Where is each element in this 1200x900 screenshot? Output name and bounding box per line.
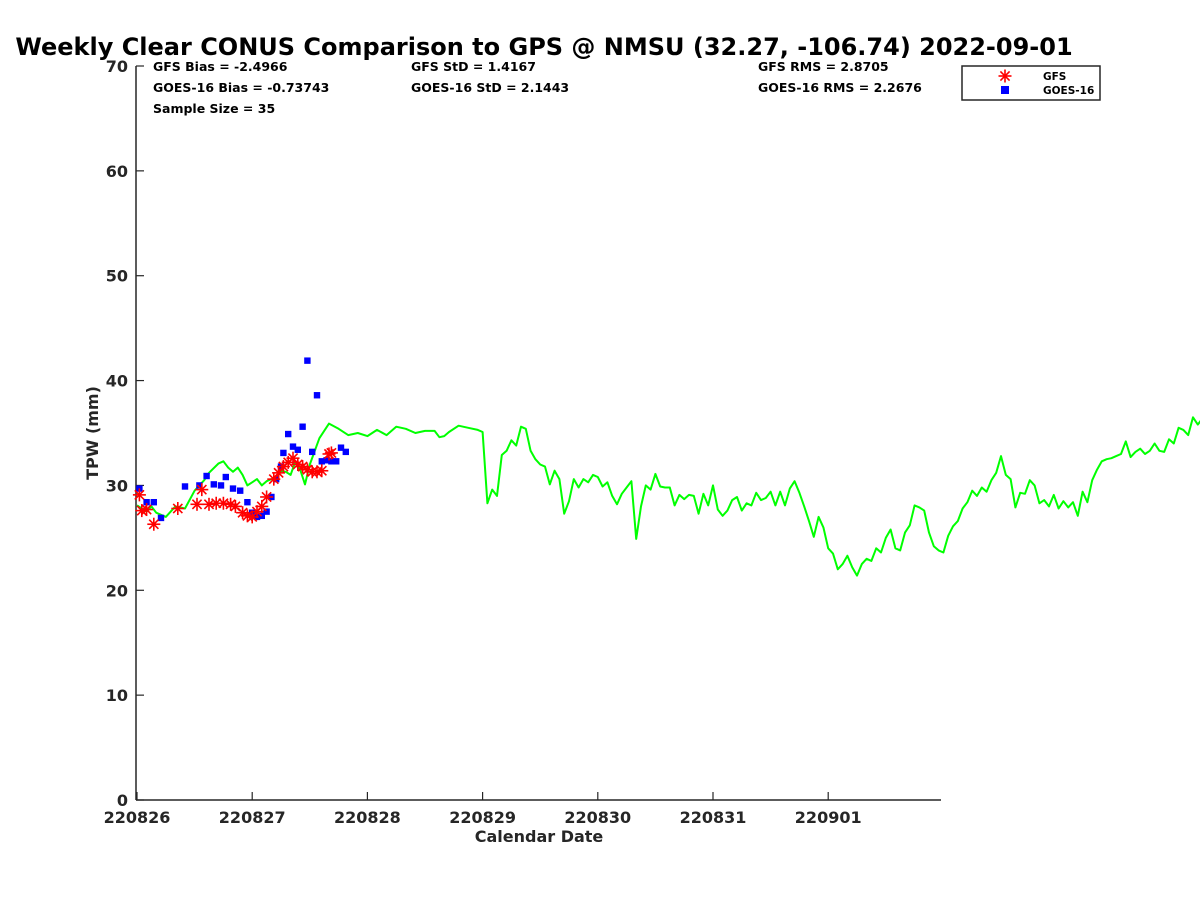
gfs-point (147, 517, 161, 531)
marker-stroke (172, 503, 183, 514)
goes16-point (342, 448, 349, 456)
marker-stroke (256, 501, 267, 512)
x-axis-label: Calendar Date (475, 827, 604, 846)
marker-stroke (225, 499, 236, 510)
marker-stroke (326, 447, 337, 459)
legend-label: GFS (1043, 71, 1066, 83)
x-tick-label: 220830 (564, 808, 631, 827)
gfs-point (324, 446, 338, 460)
x-tick-label: 220826 (104, 808, 171, 827)
goes16-point (157, 514, 165, 522)
goes16-point (323, 457, 330, 464)
goes16-point (143, 499, 150, 506)
legend-label: GOES-16 (1043, 85, 1094, 97)
goes16-point (229, 485, 237, 492)
marker-stroke (297, 461, 308, 472)
stat-text: GOES-16 StD = 2.1443 (411, 80, 569, 95)
gfs-point (260, 490, 274, 504)
goes16-point (203, 472, 210, 480)
legend-goes16-marker (1001, 86, 1009, 94)
marker-stroke (316, 465, 327, 476)
gfs-point (195, 483, 209, 497)
goes16-point (309, 448, 316, 456)
goes16-point (294, 446, 301, 453)
stat-text: GFS RMS = 2.8705 (758, 59, 889, 74)
marker-stroke (242, 510, 253, 521)
goes16-point (196, 482, 203, 489)
stat-text: GOES-16 Bias = -0.73743 (153, 80, 329, 95)
stat-text: Sample Size = 35 (153, 101, 275, 116)
x-tick-label: 220828 (334, 808, 401, 827)
goes16-point (333, 458, 340, 465)
marker-stroke (999, 70, 1011, 82)
marker-stroke (148, 519, 159, 530)
x-tick-label: 220901 (795, 808, 862, 827)
goes16-point (304, 357, 311, 364)
goes16-point (222, 473, 229, 481)
goes16-point (328, 458, 335, 465)
goes16-point (289, 443, 297, 450)
x-tick-label: 220827 (219, 808, 286, 827)
gfs-point (255, 499, 269, 513)
stat-text: GOES-16 RMS = 2.2676 (758, 80, 922, 95)
goes16-point (280, 449, 287, 457)
goes16-point (217, 482, 225, 489)
stats-annotations: GFS Bias = -2.4966 GFS StD = 1.4167 GFS RM… (153, 59, 922, 116)
marker-stroke (237, 507, 248, 518)
y-tick-label: 50 (106, 267, 128, 286)
y-tick-label: 40 (106, 372, 128, 391)
y-tick-label: 10 (106, 686, 128, 705)
legend: GFS GOES-16 (961, 65, 1101, 101)
stat-text: GFS StD = 1.4167 (411, 59, 536, 74)
goes16-point (263, 508, 270, 515)
y-axis-label: TPW (mm) (83, 386, 102, 480)
goes16-point (318, 458, 325, 465)
chart-title: Weekly Clear CONUS Comparison to GPS @ N… (15, 33, 1072, 61)
y-tick-label: 0 (117, 791, 128, 810)
gfs-point (315, 464, 329, 478)
marker-stroke (268, 473, 279, 485)
marker-stroke (287, 453, 299, 464)
goes16-point (337, 444, 345, 451)
x-tick-label: 220831 (680, 808, 747, 827)
y-tick-label: 70 (106, 57, 128, 76)
marker-stroke (196, 484, 207, 495)
gfs-point (140, 503, 154, 517)
gfs-point (272, 466, 286, 480)
gfs-point (171, 501, 185, 515)
gfs-point (132, 488, 146, 502)
goes16-point (244, 499, 251, 506)
x-tick-label: 220829 (449, 808, 516, 827)
marker-stroke (273, 467, 284, 479)
goes16-point (285, 430, 292, 438)
axes: 0 10 20 30 40 50 60 70 220826 220827 220828 220829 2… (104, 57, 941, 827)
y-tick-label: 30 (106, 476, 128, 495)
marker-stroke (302, 464, 313, 475)
goes16-point (313, 392, 321, 399)
gps-tpw-line (136, 416, 1200, 577)
plot-area (132, 357, 1200, 577)
legend-gfs-marker (998, 69, 1012, 83)
marker-stroke (134, 489, 145, 501)
y-tick-label: 60 (106, 162, 128, 181)
goes16-point (181, 483, 189, 490)
stat-text: GFS Bias = -2.4966 (153, 59, 288, 74)
goes16-point (150, 499, 157, 506)
goes16-point (210, 481, 217, 488)
marker-stroke (230, 501, 241, 512)
marker-stroke (203, 499, 215, 510)
gfs-point (190, 497, 204, 511)
marker-stroke (292, 459, 303, 470)
goes16-point (299, 423, 306, 430)
legend-box (961, 65, 1101, 101)
goes16-point (237, 487, 244, 494)
gfs-point (216, 496, 230, 510)
y-tick-label: 20 (106, 581, 128, 600)
gfs-point (286, 451, 300, 465)
marker-stroke (141, 504, 152, 515)
marker-stroke (261, 491, 272, 503)
marker-stroke (191, 499, 203, 510)
